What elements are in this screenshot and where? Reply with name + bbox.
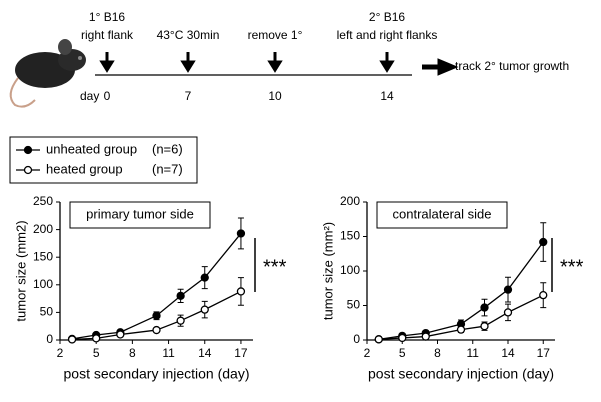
data-point xyxy=(421,332,430,341)
y-tick-label: 50 xyxy=(40,305,54,319)
x-tick-label: 14 xyxy=(198,346,212,360)
y-tick-label: 50 xyxy=(347,298,361,312)
data-point xyxy=(456,325,466,334)
y-tick-label: 200 xyxy=(340,194,360,208)
axes xyxy=(366,202,555,341)
chart-title: primary tumor side xyxy=(86,206,194,221)
data-point xyxy=(176,291,185,300)
y-tick-label: 100 xyxy=(33,277,53,291)
event-day: 0 xyxy=(104,89,111,103)
y-tick-label: 0 xyxy=(353,332,360,346)
x-tick-label: 2 xyxy=(364,346,371,360)
legend-n: (n=6) xyxy=(152,141,183,156)
series-line xyxy=(71,233,242,340)
y-tick-label: 0 xyxy=(46,332,53,346)
event-day: 7 xyxy=(185,89,192,103)
x-axis-label: post secondary injection (day) xyxy=(64,366,250,382)
legend-label: heated group xyxy=(46,161,123,176)
x-tick-label: 11 xyxy=(467,346,480,360)
x-tick-label: 11 xyxy=(162,346,175,360)
event-label: right flank xyxy=(81,28,134,42)
event-arrow xyxy=(267,52,283,73)
event-arrow xyxy=(99,52,115,73)
data-point xyxy=(92,334,101,343)
data-point xyxy=(67,335,77,344)
data-point xyxy=(539,290,548,300)
x-tick-label: 8 xyxy=(434,346,441,360)
timeline-end-label: track 2° tumor growth xyxy=(455,59,569,73)
day-label: day xyxy=(80,89,99,103)
event-label: 2° B16 xyxy=(369,10,405,24)
data-point xyxy=(116,330,125,339)
significance: *** xyxy=(560,256,584,278)
y-axis-label: tumor size (mm²) xyxy=(320,222,335,320)
data-point xyxy=(152,311,161,320)
y-tick-label: 100 xyxy=(340,263,360,277)
legend-box xyxy=(9,136,198,184)
y-tick-label: 150 xyxy=(33,249,53,263)
data-point xyxy=(539,237,548,247)
event-day: 10 xyxy=(268,89,282,103)
timeline-arrow xyxy=(422,58,459,76)
x-axis-label: post secondary injection (day) xyxy=(368,366,554,382)
data-point xyxy=(236,287,246,296)
mouse-icon xyxy=(9,39,86,108)
legend-marker xyxy=(23,145,33,155)
data-point xyxy=(480,322,489,331)
event-label: remove 1° xyxy=(248,28,303,42)
data-point xyxy=(503,285,513,294)
x-tick-label: 17 xyxy=(537,346,551,360)
x-tick-label: 5 xyxy=(93,346,100,360)
x-tick-label: 17 xyxy=(234,346,248,360)
event-label: 1° B16 xyxy=(89,10,125,24)
y-tick-label: 150 xyxy=(340,229,360,243)
legend-marker xyxy=(23,165,33,175)
y-tick-label: 250 xyxy=(33,194,53,208)
data-point xyxy=(374,335,383,344)
data-point xyxy=(176,316,185,325)
event-label: left and right flanks xyxy=(337,28,438,42)
y-tick-label: 200 xyxy=(33,222,53,236)
x-tick-label: 5 xyxy=(399,346,406,360)
title-box xyxy=(69,201,211,229)
title-box xyxy=(376,201,508,229)
significance: *** xyxy=(263,256,287,278)
data-point xyxy=(200,305,209,314)
x-tick-label: 14 xyxy=(501,346,515,360)
data-point xyxy=(152,325,161,335)
data-point xyxy=(480,303,489,312)
event-arrow xyxy=(379,52,395,73)
event-label: 43°C 30min xyxy=(157,28,220,42)
chart-title: contralateral side xyxy=(393,206,492,221)
data-point xyxy=(398,333,407,343)
event-arrow xyxy=(180,52,196,73)
data-point xyxy=(503,308,513,317)
legend-n: (n=7) xyxy=(152,161,183,176)
x-tick-label: 2 xyxy=(57,346,64,360)
data-point xyxy=(236,229,246,238)
data-point xyxy=(200,273,209,282)
event-day: 14 xyxy=(380,89,394,103)
y-axis-label: tumor size (mm2) xyxy=(13,220,28,321)
legend-label: unheated group xyxy=(46,141,137,156)
x-tick-label: 8 xyxy=(129,346,136,360)
